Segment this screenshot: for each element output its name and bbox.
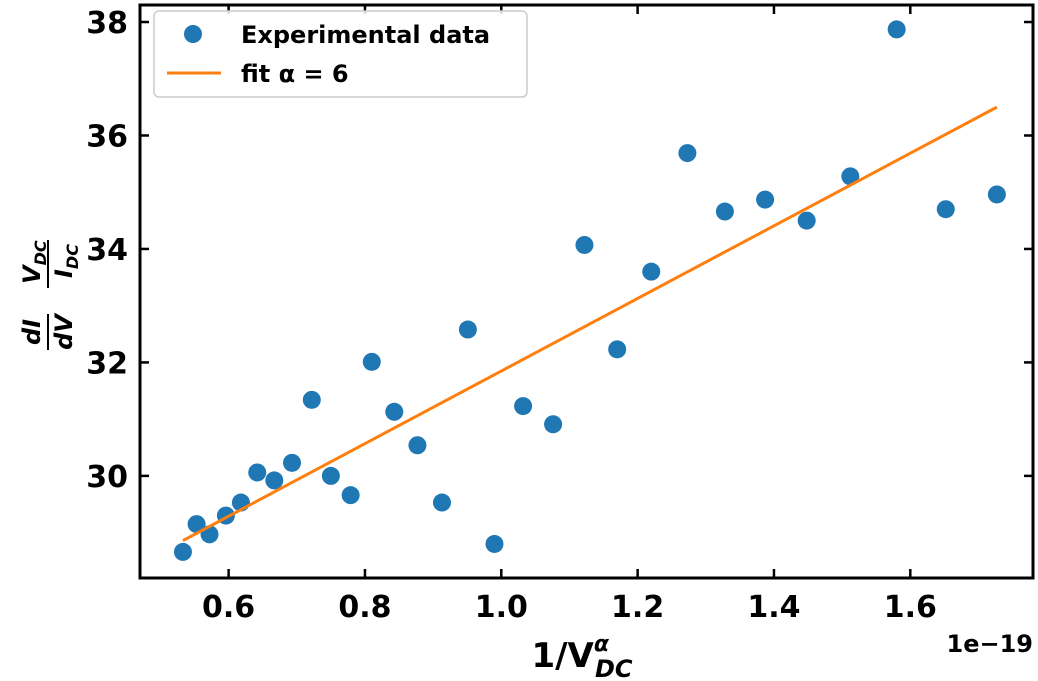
data-point — [936, 200, 955, 219]
legend-marker-experimental — [184, 25, 202, 43]
data-point — [987, 185, 1006, 204]
x-offset-label: 1e−19 — [947, 630, 1033, 658]
x-axis-label-main: 1/V — [531, 636, 594, 676]
y-label-den-1: dV — [50, 312, 78, 350]
data-point — [797, 211, 816, 230]
y-label-den-2: IDC — [50, 244, 82, 278]
plot-data-layer — [173, 20, 1006, 561]
data-point — [265, 471, 284, 490]
data-point — [408, 436, 427, 455]
data-point — [187, 515, 206, 534]
x-tick-label: 1.4 — [747, 590, 800, 625]
legend: Experimental data fit α = 6 — [153, 10, 528, 98]
legend-label-experimental: Experimental data — [241, 21, 490, 49]
x-axis-label-sup: α — [594, 632, 610, 657]
x-axis-label-sub: DC — [595, 655, 633, 681]
y-label-num-2-sub: DC — [31, 240, 50, 265]
y-tick-label: 30 — [86, 460, 128, 495]
data-point — [385, 402, 404, 421]
data-point — [887, 20, 906, 39]
data-point — [432, 493, 451, 512]
axes-frame — [138, 3, 1035, 580]
data-point — [341, 486, 360, 505]
y-label-den-2-main: I — [50, 269, 78, 278]
data-point — [458, 320, 477, 339]
x-tick-label: 1.2 — [611, 590, 664, 625]
data-point — [642, 262, 661, 281]
x-tick-label: 0.6 — [202, 590, 255, 625]
x-axis-label: 1/Vα DC — [531, 632, 632, 681]
data-point — [715, 202, 734, 221]
legend-frame — [153, 10, 528, 98]
y-tick-label: 36 — [86, 119, 128, 154]
y-label-num-2-main: V — [18, 263, 46, 284]
fit-line — [182, 105, 998, 542]
y-label-num-1: dI — [18, 319, 46, 345]
data-point — [302, 390, 321, 409]
y-label-den-2-sub: DC — [63, 244, 82, 269]
data-point — [575, 235, 594, 254]
data-point — [544, 415, 563, 434]
legend-label-fit: fit α = 6 — [241, 60, 349, 88]
x-tick-label: 1.0 — [475, 590, 528, 625]
x-tick-label: 0.8 — [338, 590, 391, 625]
data-point — [321, 466, 340, 485]
y-label-num-2: VDC — [18, 240, 50, 284]
x-tick-label: 1.6 — [884, 590, 937, 625]
data-point — [756, 190, 775, 209]
data-point — [841, 167, 860, 186]
data-point — [173, 542, 192, 561]
data-point — [485, 534, 504, 553]
data-point — [362, 352, 381, 371]
y-tick-label: 38 — [86, 6, 128, 41]
y-tick-label: 32 — [86, 346, 128, 381]
y-tick-label: 34 — [86, 233, 128, 268]
data-point — [608, 340, 627, 359]
data-point — [514, 397, 533, 416]
data-point — [678, 144, 697, 163]
data-point — [283, 453, 302, 472]
data-point — [248, 463, 267, 482]
